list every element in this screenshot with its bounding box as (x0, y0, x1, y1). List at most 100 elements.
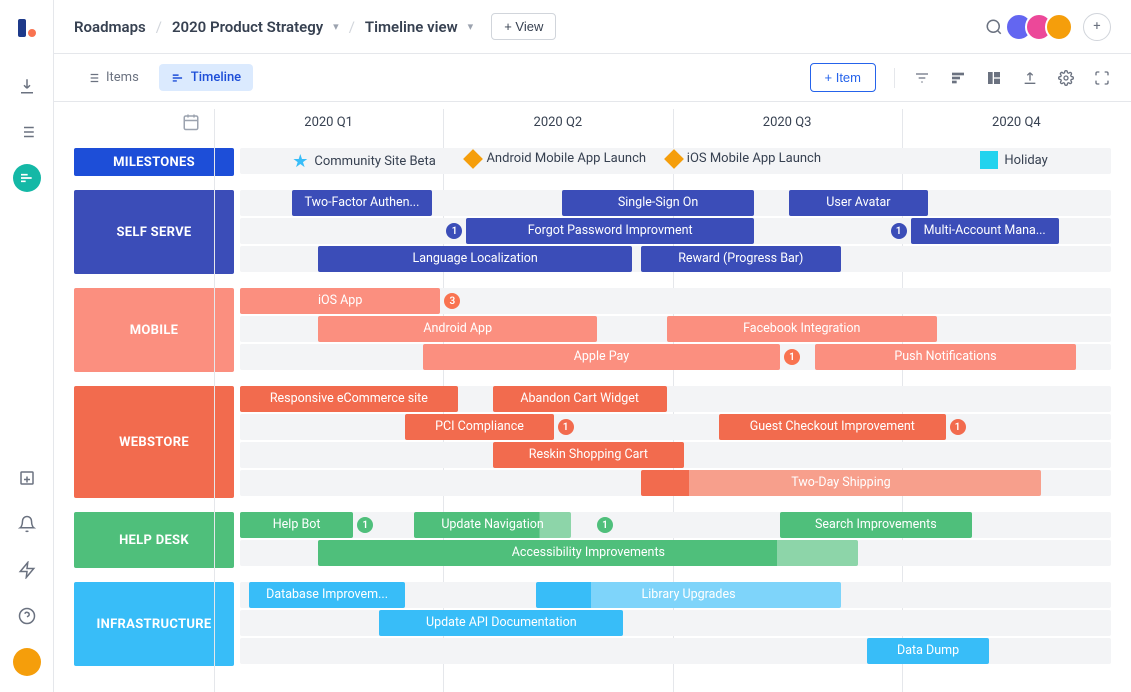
lane-row: PCI Compliance 1 Guest Checkout Improvemen… (240, 414, 1111, 440)
import-icon[interactable] (13, 72, 41, 100)
export-icon[interactable] (1021, 69, 1039, 87)
diamond-icon (464, 149, 484, 169)
milestone[interactable]: iOS Mobile App Launch (667, 151, 821, 166)
timeline-bar[interactable]: Two-Factor Authen... (292, 190, 431, 216)
lane-row: Apple Pay1 Push Notifications (240, 344, 1111, 370)
diamond-icon (664, 149, 684, 169)
lane-row: Update API Documentation (240, 610, 1111, 636)
timeline-bar[interactable]: Update API Documentation (379, 610, 623, 636)
bolt-icon[interactable] (13, 556, 41, 584)
timeline-bar[interactable]: iOS App (240, 288, 440, 314)
add-view-button[interactable]: + View (491, 13, 556, 40)
timeline-bar[interactable]: Guest Checkout Improvement (719, 414, 945, 440)
quarter-header: 2020 Q2 (443, 115, 672, 130)
lane-row: ★Community Site Beta Android Mobile App L… (240, 148, 1111, 174)
swimlane-webstore: WEBSTOREResponsive eCommerce site Abandon… (54, 386, 1111, 498)
app-logo[interactable] (15, 16, 39, 40)
lane-row: Accessibility Improvements (240, 540, 1111, 566)
lane-row: Two-Factor Authen... Single-Sign On User A… (240, 190, 1111, 216)
timeline-bar[interactable]: Abandon Cart Widget (493, 386, 667, 412)
timeline-bar[interactable]: Help Bot (240, 512, 353, 538)
member-avatar[interactable] (1045, 13, 1073, 41)
lane-row: Reskin Shopping Cart (240, 442, 1111, 468)
timeline-bar[interactable]: Search Improvements (780, 512, 972, 538)
timeline-bar[interactable]: Update Navigation (414, 512, 571, 538)
count-badge[interactable]: 1 (891, 223, 907, 239)
quarter-header: 2020 Q4 (902, 115, 1131, 130)
lane-row: Help Bot1Update Navigation1Search Improv… (240, 512, 1111, 538)
timeline-bar[interactable]: Language Localization (318, 246, 632, 272)
timeline-bar[interactable]: Single-Sign On (562, 190, 754, 216)
sort-icon[interactable] (949, 69, 967, 87)
timeline-bar[interactable]: Push Notifications (815, 344, 1076, 370)
swimlane-mobile: MOBILEiOS App3 Android App Facebook Integr… (54, 288, 1111, 372)
bell-icon[interactable] (13, 510, 41, 538)
lane-row: Responsive eCommerce site Abandon Cart Wi… (240, 386, 1111, 412)
calendar-settings-icon[interactable] (54, 113, 214, 131)
chevron-down-icon[interactable]: ▾ (468, 20, 474, 33)
breadcrumb-root[interactable]: Roadmaps (74, 18, 146, 36)
timeline-bar[interactable]: Apple Pay (423, 344, 780, 370)
breadcrumb-view[interactable]: Timeline view (365, 18, 458, 36)
fullscreen-icon[interactable] (1093, 69, 1111, 87)
timeline-bar[interactable]: Data Dump (867, 638, 989, 664)
timeline-bar[interactable]: Library Upgrades (536, 582, 841, 608)
count-badge[interactable]: 1 (784, 349, 800, 365)
swimlane-milestones: MILESTONES ★Community Site Beta Android Mo… (54, 148, 1111, 176)
timeline-bar[interactable]: Responsive eCommerce site (240, 386, 458, 412)
milestone[interactable]: Holiday (980, 151, 1047, 169)
timeline-bar[interactable]: Reward (Progress Bar) (641, 246, 841, 272)
timeline-bar[interactable]: Two-Day Shipping (641, 470, 1042, 496)
timeline-bar[interactable]: PCI Compliance (405, 414, 553, 440)
quarter-header: 2020 Q3 (673, 115, 902, 130)
chevron-down-icon[interactable]: ▾ (333, 20, 339, 33)
lane-label[interactable]: INFRASTRUCTURE (74, 582, 234, 666)
add-member-button[interactable]: + (1083, 13, 1111, 41)
count-badge[interactable]: 1 (950, 419, 966, 435)
breadcrumb-project[interactable]: 2020 Product Strategy (172, 18, 323, 36)
roadmap-icon[interactable] (13, 164, 41, 192)
filter-icon[interactable] (913, 69, 931, 87)
star-icon: ★ (292, 151, 308, 172)
timeline-bar[interactable]: Forgot Password Improvment (466, 218, 753, 244)
lane-label[interactable]: SELF SERVE (74, 190, 234, 274)
timeline-bar[interactable]: User Avatar (789, 190, 928, 216)
lane-row: Database Improvem... Library Upgrades (240, 582, 1111, 608)
milestone[interactable]: ★Community Site Beta (292, 151, 436, 172)
timeline-bar[interactable]: Android App (318, 316, 597, 342)
tab-timeline[interactable]: Timeline (159, 64, 253, 91)
gear-icon[interactable] (1057, 69, 1075, 87)
lane-row: Forgot Password Improvment1Multi-Account… (240, 218, 1111, 244)
lane-label[interactable]: HELP DESK (74, 512, 234, 568)
count-badge[interactable]: 1 (357, 517, 373, 533)
count-badge[interactable]: 3 (444, 293, 460, 309)
count-badge[interactable]: 1 (446, 223, 462, 239)
swimlane-infrastructure: INFRASTRUCTURE Database Improvem... Librar… (54, 582, 1111, 666)
lane-label[interactable]: MILESTONES (74, 148, 234, 176)
count-badge[interactable]: 1 (597, 517, 613, 533)
timeline-canvas[interactable]: 2020 Q12020 Q22020 Q32020 Q4 MILESTONES★… (54, 102, 1131, 692)
add-item-button[interactable]: + Item (810, 63, 877, 92)
lane-row: Language Localization Reward (Progress Ba… (240, 246, 1111, 272)
breadcrumb: Roadmaps / 2020 Product Strategy ▾ / Tim… (74, 18, 473, 36)
count-badge[interactable]: 1 (558, 419, 574, 435)
timeline-bar[interactable]: Reskin Shopping Cart (493, 442, 685, 468)
lane-row: Data Dump (240, 638, 1111, 664)
milestone[interactable]: Android Mobile App Launch (466, 151, 646, 166)
lane-label[interactable]: MOBILE (74, 288, 234, 372)
list-icon[interactable] (13, 118, 41, 146)
lane-label[interactable]: WEBSTORE (74, 386, 234, 498)
user-avatar[interactable] (13, 648, 41, 676)
timeline-bar[interactable]: Database Improvem... (249, 582, 406, 608)
box-icon[interactable] (13, 464, 41, 492)
timeline-bar[interactable]: Facebook Integration (667, 316, 937, 342)
swimlane-helpdesk: HELP DESKHelp Bot1Update Navigation1Sear… (54, 512, 1111, 568)
left-sidebar (0, 0, 54, 692)
search-icon[interactable] (985, 18, 1003, 36)
topbar: Roadmaps / 2020 Product Strategy ▾ / Tim… (54, 0, 1131, 54)
tab-items[interactable]: Items (74, 64, 151, 91)
help-icon[interactable] (13, 602, 41, 630)
timeline-bar[interactable]: Accessibility Improvements (318, 540, 858, 566)
timeline-bar[interactable]: Multi-Account Mana... (911, 218, 1059, 244)
layout-icon[interactable] (985, 69, 1003, 87)
